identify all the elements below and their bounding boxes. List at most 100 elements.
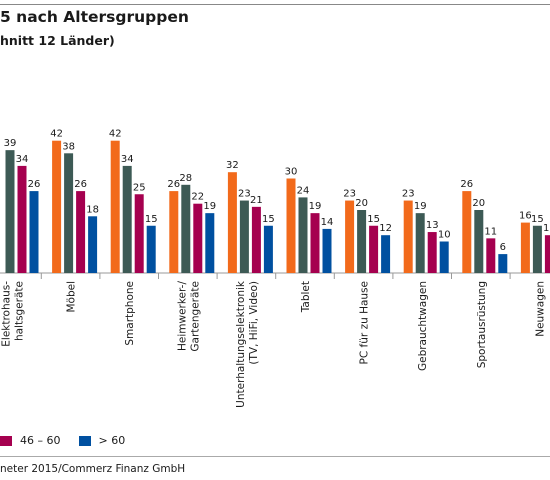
bar-value-label: 28 bbox=[179, 173, 192, 184]
bar-value-label: 26 bbox=[167, 179, 180, 190]
bar-value-label: 39 bbox=[4, 138, 17, 149]
bar-value-label: 23 bbox=[402, 189, 415, 200]
bar bbox=[110, 140, 120, 273]
bar bbox=[381, 235, 391, 273]
bar-value-label: 12 bbox=[379, 223, 392, 234]
category-label: Sportausrüstung bbox=[476, 281, 488, 368]
legend-label-46-60: 46 – 60 bbox=[20, 434, 61, 447]
bar-value-label: 19 bbox=[203, 201, 216, 212]
bar-value-label: 15 bbox=[531, 214, 544, 225]
bar bbox=[5, 150, 15, 273]
category-label: Heimwerker-/ bbox=[176, 281, 188, 351]
bar bbox=[227, 172, 237, 273]
bar-value-label: 23 bbox=[343, 189, 356, 200]
bar-chart: 393426Elektrohaus-haltsgeräte42382618Möb… bbox=[0, 129, 550, 408]
bar bbox=[462, 191, 472, 273]
legend-swatch-over-60 bbox=[78, 435, 91, 446]
chart-title: 5 nach Altersgruppen bbox=[0, 8, 189, 26]
legend-label-over-60: > 60 bbox=[98, 434, 126, 447]
bar-value-label: 14 bbox=[321, 217, 334, 228]
bar-value-label: 32 bbox=[226, 160, 239, 171]
bar-value-label: 26 bbox=[74, 179, 87, 190]
bar-value-label: 22 bbox=[191, 192, 204, 203]
bar-value-label: 21 bbox=[250, 195, 263, 206]
bar-value-label: 11 bbox=[484, 226, 497, 237]
bar-value-label: 12 bbox=[543, 223, 550, 234]
category-label: Smartphone bbox=[124, 281, 136, 346]
bar bbox=[88, 216, 98, 273]
bar bbox=[122, 165, 132, 273]
bar-value-label: 13 bbox=[426, 220, 439, 231]
bar bbox=[486, 238, 496, 273]
bar bbox=[263, 225, 273, 273]
category-label: Gartengeräte bbox=[189, 281, 201, 352]
bar bbox=[181, 184, 191, 273]
category-label: Gebrauchtwagen bbox=[417, 281, 429, 371]
bar bbox=[146, 225, 156, 273]
bar bbox=[427, 232, 437, 273]
bar-value-label: 24 bbox=[297, 185, 310, 196]
bar-value-label: 26 bbox=[460, 179, 473, 190]
legend: 46 – 60 > 60 bbox=[0, 434, 143, 447]
bar bbox=[286, 178, 296, 273]
bar bbox=[544, 235, 550, 273]
bar bbox=[134, 194, 144, 273]
bar bbox=[415, 213, 425, 273]
bar bbox=[169, 191, 179, 273]
category-label: Unterhaltungselektronik bbox=[235, 280, 247, 408]
category-label: haltsgeräte bbox=[14, 281, 26, 341]
bar-value-label: 42 bbox=[50, 129, 63, 140]
source-note: neter 2015/Commerz Finanz GmbH bbox=[0, 463, 186, 475]
bar bbox=[29, 191, 39, 273]
bar bbox=[251, 206, 261, 273]
bar bbox=[532, 225, 542, 273]
legend-item-46-60: 46 – 60 bbox=[0, 434, 61, 447]
bar bbox=[76, 191, 86, 273]
bar-value-label: 34 bbox=[16, 154, 29, 165]
bar bbox=[403, 200, 413, 273]
chart-subtitle: hnitt 12 Länder) bbox=[0, 33, 115, 48]
bar-value-label: 15 bbox=[262, 214, 275, 225]
bar bbox=[369, 225, 379, 273]
bar-value-label: 30 bbox=[285, 167, 298, 178]
bar bbox=[205, 213, 215, 273]
bar-value-label: 26 bbox=[28, 179, 41, 190]
bar-value-label: 23 bbox=[238, 189, 251, 200]
bar-value-label: 20 bbox=[355, 198, 368, 209]
legend-swatch-46-60 bbox=[0, 435, 12, 446]
top-rule bbox=[0, 4, 550, 5]
bar bbox=[193, 203, 203, 273]
category-label: Tablet bbox=[300, 281, 312, 313]
category-label: Neuwagen bbox=[534, 281, 546, 337]
bar bbox=[439, 241, 449, 273]
bar-value-label: 19 bbox=[414, 201, 427, 212]
bar bbox=[310, 213, 320, 273]
bar bbox=[17, 165, 27, 273]
bar-value-label: 15 bbox=[145, 214, 158, 225]
category-label: (TV, HiFi, Video) bbox=[248, 281, 260, 365]
bar bbox=[322, 228, 332, 273]
bar-value-label: 16 bbox=[519, 211, 532, 222]
bar-value-label: 38 bbox=[62, 141, 75, 152]
bar-value-label: 42 bbox=[109, 129, 122, 140]
bottom-rule bbox=[0, 456, 550, 457]
bar bbox=[52, 140, 62, 273]
bar bbox=[520, 222, 530, 273]
category-label: PC für zu Hause bbox=[359, 281, 371, 364]
bar-value-label: 20 bbox=[472, 198, 485, 209]
bar bbox=[474, 210, 484, 273]
bar bbox=[498, 254, 508, 273]
category-label: Möbel bbox=[66, 281, 78, 313]
bar bbox=[357, 210, 367, 273]
bar bbox=[64, 153, 74, 273]
bar-value-label: 25 bbox=[133, 182, 146, 193]
bar-value-label: 6 bbox=[500, 242, 506, 253]
bar-value-label: 18 bbox=[86, 204, 99, 215]
bar bbox=[239, 200, 249, 273]
bar-value-label: 15 bbox=[367, 214, 380, 225]
bar bbox=[298, 197, 308, 273]
bar-value-label: 34 bbox=[121, 154, 134, 165]
legend-item-over-60: > 60 bbox=[78, 434, 126, 447]
bar-value-label: 19 bbox=[309, 201, 322, 212]
category-label: Elektrohaus- bbox=[1, 281, 13, 347]
